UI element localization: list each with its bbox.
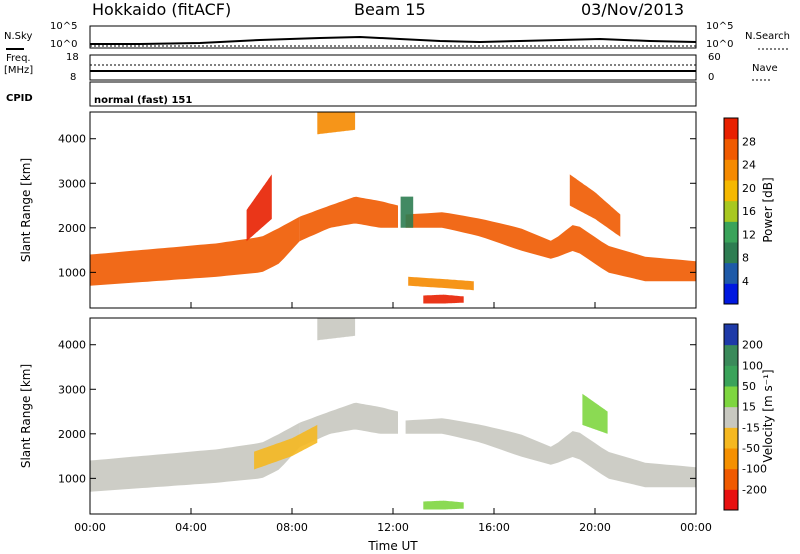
power-echo-band-6: [569, 174, 621, 237]
power-colorbar: 4 8 12 16 20 24 28: [723, 117, 756, 305]
power-echo-band-5: [246, 174, 272, 242]
velocity-colorbar-tick: 200: [742, 339, 763, 352]
velocity-colorbar-tick: 15: [742, 401, 756, 414]
cpid-mode: normal (fast) 151: [94, 95, 193, 106]
nave-ytick-top: 60: [708, 52, 721, 63]
power-echo-band-4: [408, 276, 474, 291]
date-title: 03/Nov/2013: [581, 0, 685, 19]
power-ytick-label: 2000: [58, 222, 86, 235]
power-colorbar-tick: 8: [742, 252, 749, 265]
xtick-label: 00:00: [680, 521, 712, 534]
freq-panel: [6, 48, 790, 81]
power-ylabel: Slant Range [km]: [19, 158, 33, 262]
nave-label: Nave: [752, 63, 778, 74]
power-colorbar-tick: 24: [742, 159, 756, 172]
velocity-colorbar-swatch: [724, 406, 738, 428]
freq-unit-label: [MHz]: [4, 65, 34, 76]
velocity-colorbar-swatch: [724, 324, 738, 346]
power-colorbar-label: Power [dB]: [761, 177, 775, 242]
velocity-panel: 1000 2000 3000 4000 00:00 04:00 08:00 12:00 16:0…: [58, 317, 712, 534]
cpid-panel: [89, 81, 697, 107]
noise-ytick-right-top: 10^5: [706, 21, 734, 32]
velocity-colorbar-swatch: [724, 365, 738, 387]
nave-ytick-bottom: 0: [708, 72, 715, 83]
power-colorbar-tick: 4: [742, 275, 749, 288]
power-colorbar-swatch: [724, 138, 738, 160]
noise-ytick-left-top: 10^5: [50, 21, 78, 32]
power-echo-band-0: [90, 216, 300, 286]
nsky-label: N.Sky: [4, 31, 33, 42]
velocity-ytick-label: 1000: [58, 472, 86, 485]
noise-ytick-right-bottom: 10^0: [706, 39, 734, 50]
velocity-colorbar-tick: -200: [742, 483, 767, 496]
x-axis-label: Time UT: [367, 539, 418, 553]
power-echo-band-3: [423, 294, 464, 304]
velocity-colorbar-label: Velocity [m s⁻¹]: [761, 369, 775, 462]
power-colorbar-swatch: [724, 242, 738, 264]
freq-label: Freq.: [6, 53, 31, 64]
power-ytick-label: 3000: [58, 177, 86, 190]
velocity-colorbar-tick: 50: [742, 380, 756, 393]
power-colorbar-swatch: [724, 262, 738, 284]
power-panel: 1000 2000 3000 4000: [58, 111, 697, 309]
velocity-colorbar-swatch: [724, 448, 738, 470]
power-colorbar-swatch: [724, 283, 738, 305]
velocity-colorbar-tick: -15: [742, 421, 760, 434]
power-ytick-label: 1000: [58, 266, 86, 279]
xtick-label: 20:00: [579, 521, 611, 534]
velocity-colorbar-swatch: [724, 468, 738, 490]
power-colorbar-tick: 12: [742, 228, 756, 241]
velocity-ytick-label: 4000: [58, 339, 86, 352]
velocity-colorbar-swatch: [724, 489, 738, 511]
velocity-ytick-label: 3000: [58, 383, 86, 396]
velocity-echo-band-3: [423, 500, 464, 510]
freq-ytick-bottom: 8: [70, 72, 77, 83]
velocity-echo-band-4: [254, 424, 318, 470]
power-ytick-label: 4000: [58, 133, 86, 146]
power-colorbar-swatch: [724, 159, 738, 181]
xtick-label: 04:00: [175, 521, 207, 534]
velocity-echo-band-2: [405, 418, 696, 488]
power-colorbar-tick: 28: [742, 135, 756, 148]
power-colorbar-tick: 20: [742, 182, 756, 195]
xtick-label: 08:00: [276, 521, 308, 534]
xtick-label: 00:00: [74, 521, 106, 534]
velocity-colorbar-swatch: [724, 386, 738, 408]
freq-ytick-top: 18: [66, 52, 79, 63]
velocity-ytick-label: 2000: [58, 428, 86, 441]
velocity-colorbar-tick: 100: [742, 359, 763, 372]
power-colorbar-frame: [723, 117, 739, 305]
power-echo-band-7: [317, 112, 356, 135]
power-colorbar-swatch: [724, 200, 738, 222]
power-colorbar-swatch: [724, 221, 738, 243]
nsearch-label: N.Search: [745, 31, 791, 42]
velocity-echo-band-1: [299, 402, 398, 448]
velocity-colorbar: -200 -100 -50 -15 15 50 100 200: [723, 323, 767, 511]
power-echo-band-8: [400, 196, 414, 228]
xtick-label: 16:00: [478, 521, 510, 534]
noise-sky-line: [90, 35, 697, 45]
velocity-echo-band-6: [317, 318, 356, 341]
power-colorbar-swatch: [724, 118, 738, 140]
velocity-colorbar-swatch: [724, 344, 738, 366]
cpid-label: CPID: [6, 93, 33, 104]
velocity-colorbar-tick: -50: [742, 442, 760, 455]
velocity-colorbar-tick: -100: [742, 463, 767, 476]
velocity-colorbar-frame: [723, 323, 739, 511]
beam-title: Beam 15: [354, 0, 426, 19]
xtick-label: 12:00: [377, 521, 409, 534]
velocity-colorbar-swatch: [724, 427, 738, 449]
station-title: Hokkaido (fitACF): [92, 0, 232, 19]
power-echo-band-2: [405, 212, 696, 282]
power-echo-band-1: [299, 196, 398, 242]
power-colorbar-swatch: [724, 180, 738, 202]
velocity-echo-band-0: [90, 422, 300, 492]
velocity-echo-band-5: [582, 393, 608, 434]
power-colorbar-tick: 16: [742, 205, 756, 218]
noise-ytick-left-bottom: 10^0: [50, 39, 78, 50]
velocity-ylabel: Slant Range [km]: [19, 364, 33, 468]
noise-panel: [89, 25, 697, 49]
